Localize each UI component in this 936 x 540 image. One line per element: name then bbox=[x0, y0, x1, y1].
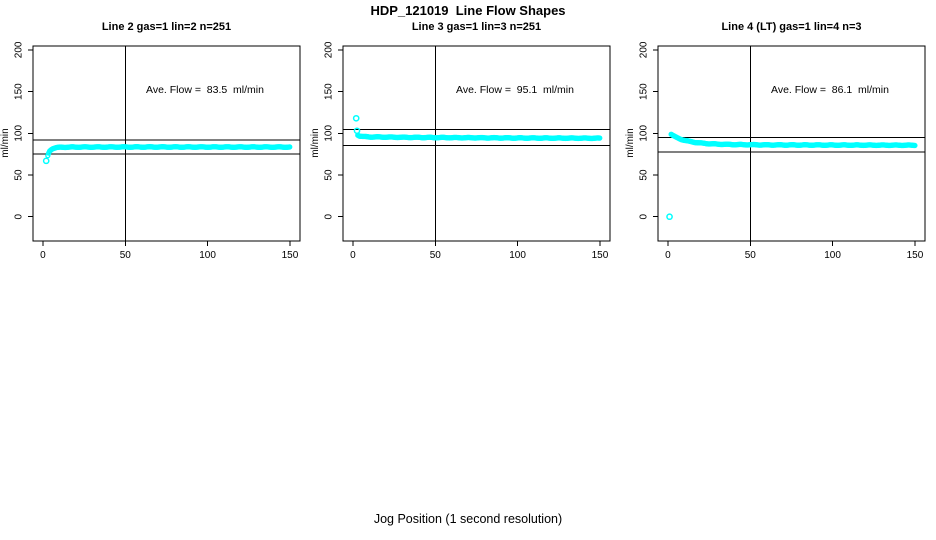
plot-area: 0 50 100 150 0 50 100 150 200 bbox=[14, 41, 301, 261]
svg-text:150: 150 bbox=[324, 83, 335, 100]
panel-line-2: Line 2 gas=1 lin=2 n=251 Ave. Flow = 83.… bbox=[0, 20, 312, 270]
ave-flow-annotation: Ave. Flow = 95.1 ml/min bbox=[456, 84, 574, 96]
svg-text:200: 200 bbox=[14, 41, 25, 58]
svg-text:150: 150 bbox=[639, 83, 650, 100]
svg-text:150: 150 bbox=[14, 83, 25, 100]
svg-text:100: 100 bbox=[199, 250, 216, 261]
svg-text:50: 50 bbox=[324, 169, 335, 181]
panel-title: Line 4 (LT) gas=1 lin=4 n=3 bbox=[721, 21, 862, 33]
ave-flow-annotation: Ave. Flow = 86.1 ml/min bbox=[771, 84, 889, 96]
svg-text:100: 100 bbox=[324, 125, 335, 142]
svg-text:100: 100 bbox=[639, 125, 650, 142]
svg-text:0: 0 bbox=[40, 250, 46, 261]
svg-text:0: 0 bbox=[324, 213, 335, 219]
svg-text:50: 50 bbox=[639, 169, 650, 181]
panel-title: Line 3 gas=1 lin=3 n=251 bbox=[411, 21, 542, 33]
svg-text:50: 50 bbox=[745, 250, 757, 261]
ave-flow-annotation: Ave. Flow = 83.5 ml/min bbox=[146, 84, 264, 96]
svg-text:150: 150 bbox=[592, 250, 609, 261]
svg-text:0: 0 bbox=[665, 250, 671, 261]
svg-text:100: 100 bbox=[824, 250, 841, 261]
figure-title: HDP_121019 Line Flow Shapes bbox=[370, 3, 566, 18]
svg-text:200: 200 bbox=[639, 41, 650, 58]
svg-text:100: 100 bbox=[14, 125, 25, 142]
svg-text:0: 0 bbox=[350, 250, 356, 261]
svg-text:0: 0 bbox=[639, 213, 650, 219]
svg-text:50: 50 bbox=[120, 250, 132, 261]
panel-title: Line 2 gas=1 lin=2 n=251 bbox=[101, 21, 232, 33]
panel-line-4: Line 4 (LT) gas=1 lin=4 n=3 Ave. Flow = … bbox=[625, 20, 936, 270]
svg-text:150: 150 bbox=[282, 250, 299, 261]
svg-text:150: 150 bbox=[907, 250, 924, 261]
panel-line-3: Line 3 gas=1 lin=3 n=251 Ave. Flow = 95.… bbox=[310, 20, 622, 270]
svg-text:200: 200 bbox=[324, 41, 335, 58]
svg-text:0: 0 bbox=[14, 213, 25, 219]
plot-area: 0 50 100 150 0 50 100 150 200 bbox=[639, 41, 926, 261]
svg-text:100: 100 bbox=[509, 250, 526, 261]
svg-text:50: 50 bbox=[14, 169, 25, 181]
x-axis-label: Jog Position (1 second resolution) bbox=[373, 512, 563, 526]
plot-area: 0 50 100 150 0 50 100 150 200 bbox=[324, 41, 611, 261]
svg-text:50: 50 bbox=[430, 250, 442, 261]
